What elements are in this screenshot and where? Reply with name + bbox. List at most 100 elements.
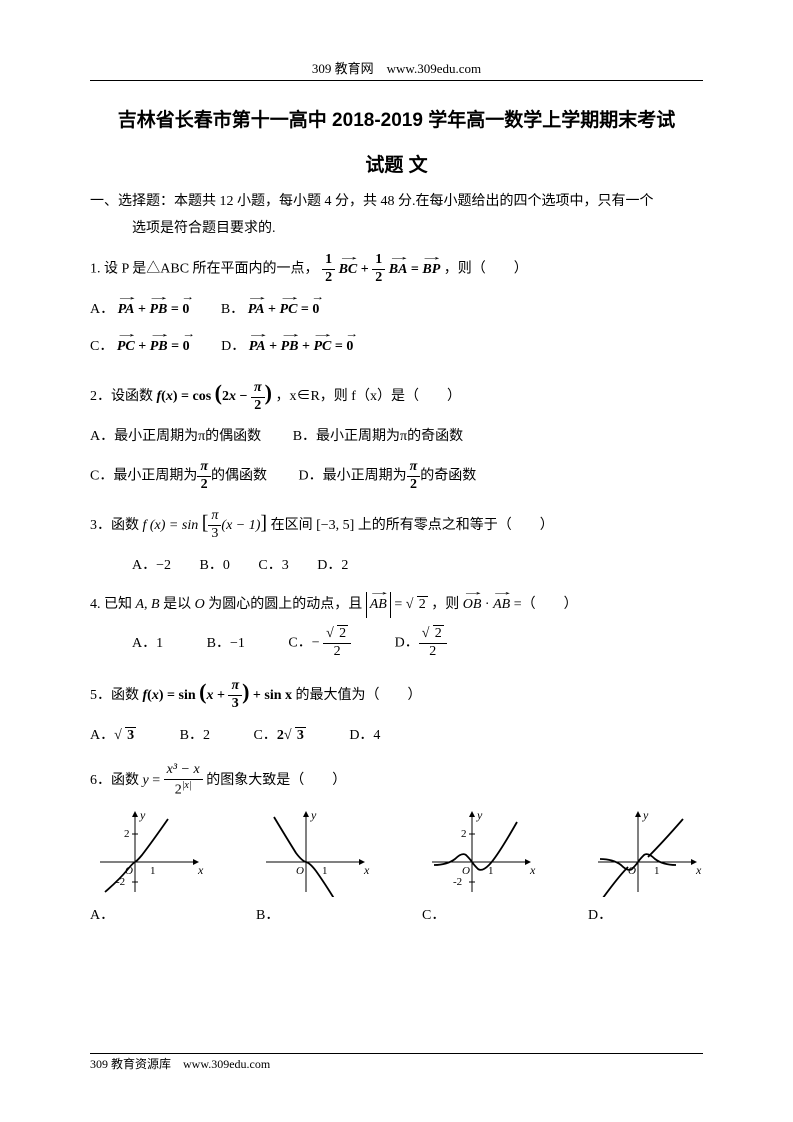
- sqrt2: 2: [417, 596, 428, 612]
- q2-x: x: [166, 389, 173, 404]
- q4-m1: 是以: [163, 597, 195, 612]
- q3-C: C．3: [258, 551, 288, 582]
- q5-C: C．: [253, 728, 276, 743]
- q6-pre: 6．函数: [90, 773, 143, 788]
- q4-A: A．1: [132, 629, 163, 660]
- graph-D: x y O 1 D．: [588, 807, 703, 924]
- question-3: 3．函数 f (x) = sin [π3(x − 1)] 在区间 [−3, 5]…: [90, 504, 703, 543]
- q3-A: A．−2: [132, 551, 171, 582]
- num: 2: [337, 625, 348, 641]
- svg-text:y: y: [139, 808, 146, 822]
- vec: PA: [249, 332, 266, 363]
- q1-options-row2: C． PC + PB = 0 D． PA + PB + PC = 0: [90, 332, 703, 363]
- q5-post: 的最大值为（ ）: [296, 688, 422, 703]
- q6-graphs: x y O 1 2 -2 A． x y O 1 B． x y O: [90, 807, 703, 924]
- graph-D-svg: x y O 1: [588, 807, 703, 897]
- q2-C-pre: C．最小正周期为: [90, 469, 197, 484]
- den: 3: [228, 696, 242, 713]
- page-header: 309 教育网 www.309edu.com: [0, 58, 793, 77]
- question-2: 2．设函数 f(x) = cos (2x − π2) ，x∈R，则 f（x）是（…: [90, 372, 703, 414]
- q3-mid: 在区间: [271, 518, 317, 533]
- q2-x2: x: [229, 389, 236, 404]
- svg-text:2: 2: [461, 828, 467, 840]
- section-1-header: 一、选择题：本题共 12 小题，每小题 4 分，共 48 分.在每小题给出的四个…: [90, 189, 703, 242]
- q4-post: =（ ）: [514, 597, 578, 612]
- base: 2: [175, 782, 182, 797]
- q4-m2: 为圆心的圆上的动点，且: [208, 597, 366, 612]
- q4-o: O: [195, 597, 205, 612]
- frac-den: 2: [372, 270, 385, 287]
- frac-den: 2: [322, 270, 335, 287]
- q2-stem-post: ，x∈R，则 f（x）是（ ）: [275, 389, 461, 404]
- exam-subtitle: 试题 文: [90, 150, 703, 177]
- svg-text:y: y: [310, 808, 317, 822]
- q4-D: D．: [395, 636, 419, 651]
- vec: PB: [281, 332, 299, 363]
- graph-A: x y O 1 2 -2 A．: [90, 807, 205, 924]
- pi: π: [407, 459, 421, 477]
- exam-title: 吉林省长春市第十一高中 2018-2019 学年高一数学上学期期末考试: [90, 105, 703, 132]
- q2-D-pre: D．最小正周期为: [299, 469, 407, 484]
- question-4: 4. 已知 A, B 是以 O 为圆心的圆上的动点，且 AB = 2 ，则 OB…: [90, 592, 703, 619]
- q3-stem-pre: 3．函数: [90, 518, 143, 533]
- q4-ab: A, B: [136, 597, 160, 612]
- q1-stem-pre: 1. 设 P 是△ABC 所在平面内的一点，: [90, 262, 319, 277]
- q2-eq: = cos: [181, 389, 211, 404]
- graph-C: x y O 1 2 -2 C．: [422, 807, 537, 924]
- num: 2: [433, 625, 444, 641]
- q5-options: A．3 B．2 C．23 D．4: [90, 721, 703, 752]
- svg-text:-2: -2: [453, 876, 462, 888]
- vec: 0: [346, 332, 353, 363]
- vec: 0: [183, 332, 190, 363]
- den: 2: [407, 477, 421, 494]
- section-line2: 选项是符合题目要求的.: [90, 221, 276, 236]
- q6-D-label: D．: [588, 904, 703, 924]
- q2-two: 2: [222, 389, 229, 404]
- vec-ob: OB: [463, 592, 482, 619]
- vec: PC: [313, 332, 331, 363]
- svg-text:1: 1: [150, 865, 156, 877]
- q2-options-row2: C．最小正周期为π2的偶函数 D．最小正周期为π2的奇函数: [90, 459, 703, 494]
- footer-rule: [90, 1053, 703, 1054]
- q2-C-post: 的偶函数: [211, 469, 267, 484]
- q1-stem-post: ，则（ ）: [444, 262, 528, 277]
- q3-fx: f (x) = sin: [143, 518, 199, 533]
- graph-A-svg: x y O 1 2 -2: [90, 807, 205, 897]
- svg-text:y: y: [476, 808, 483, 822]
- q5-B: B．2: [180, 721, 210, 752]
- q3-options: A．−2 B．0 C．3 D．2: [90, 551, 703, 582]
- svg-text:O: O: [296, 865, 304, 877]
- q5-A: A．: [90, 728, 114, 743]
- den: 2: [419, 644, 447, 661]
- vec-ab2: AB: [493, 592, 510, 619]
- sqrt3: 3: [125, 727, 136, 743]
- den: 3: [208, 526, 221, 543]
- q2-stem-pre: 2．设函数: [90, 389, 157, 404]
- q5-plussinx: + sin x: [253, 688, 292, 703]
- q5-D: D．4: [349, 721, 380, 752]
- q2-pi: π: [251, 380, 265, 398]
- q5-x2: x: [206, 688, 213, 703]
- q6-num: x³ − x: [164, 762, 203, 780]
- q6-C-label: C．: [422, 904, 537, 924]
- pi: π: [197, 459, 211, 477]
- q2-B: B．最小正周期为π的奇函数: [293, 422, 463, 453]
- svg-text:x: x: [695, 863, 702, 877]
- q4-pre: 4. 已知: [90, 597, 136, 612]
- q4-C: C．: [288, 636, 311, 651]
- question-5: 5．函数 f(x) = sin (x + π3) + sin x 的最大值为（ …: [90, 671, 703, 713]
- q2-A: A．最小正周期为π的偶函数: [90, 422, 261, 453]
- q4-options: A．1 B．−1 C．− 22 D．22: [90, 626, 703, 661]
- q6-post: 的图象大致是（ ）: [206, 773, 346, 788]
- exp: |x|: [182, 780, 192, 791]
- q2-options-row1: A．最小正周期为π的偶函数 B．最小正周期为π的奇函数: [90, 422, 703, 453]
- graph-C-svg: x y O 1 2 -2: [422, 807, 537, 897]
- graph-B: x y O 1 B．: [256, 807, 371, 924]
- svg-text:1: 1: [654, 865, 660, 877]
- vec: PC: [117, 332, 135, 363]
- vec: PB: [150, 332, 168, 363]
- q4-B: B．−1: [207, 629, 245, 660]
- graph-B-svg: x y O 1: [256, 807, 371, 897]
- two: 2: [277, 728, 284, 743]
- svg-text:2: 2: [124, 828, 130, 840]
